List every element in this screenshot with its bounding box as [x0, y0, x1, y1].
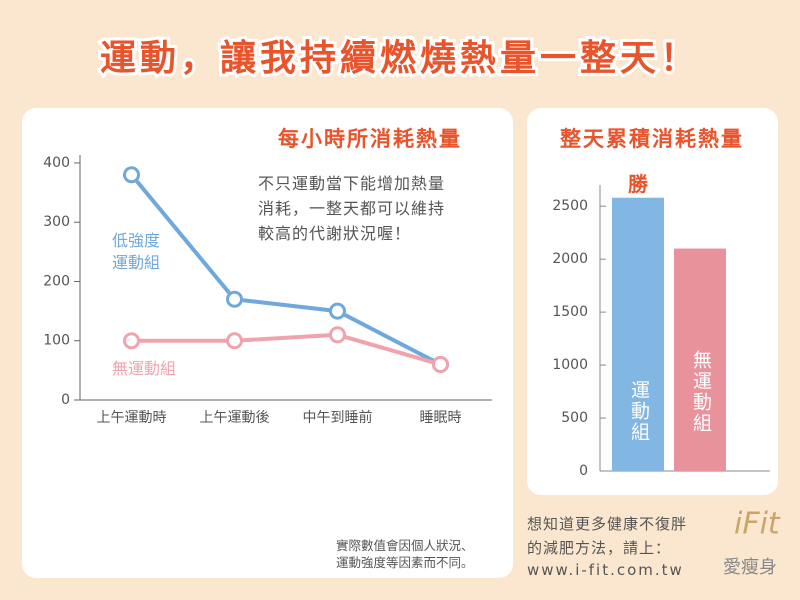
footer-text: 的減肥方法，請上：: [527, 539, 672, 557]
y-tick-label: 0: [61, 392, 70, 408]
point: [432, 355, 449, 373]
x-tick-label: 上午運動後: [200, 410, 270, 426]
annotation: 消耗，一整天都可以維持: [258, 199, 446, 218]
annotation: 不只運動當下能增加熱量: [258, 174, 446, 193]
logo-sub: 愛瘦身: [723, 557, 777, 578]
bar-label: 運動組: [628, 380, 650, 443]
annotation: 較高的代謝狀況喔！: [258, 224, 412, 243]
footnote: 實際數值會因個人狀況、: [336, 538, 474, 553]
y-tick-label: 1000: [552, 357, 588, 373]
point: [226, 290, 243, 308]
line: [131, 332, 442, 367]
bar-title: 整天累積消耗熱量: [560, 127, 744, 151]
x-tick-label: 中午到睡前: [303, 409, 373, 426]
line: [129, 173, 442, 367]
win-label: 勝: [628, 172, 649, 196]
point: [123, 166, 140, 184]
point: [226, 332, 243, 350]
series-label: 低強度運動組: [112, 231, 161, 272]
y-tick-label: 2500: [552, 198, 588, 214]
footer-text: 想知道更多健康不復胖: [527, 515, 688, 533]
left-panel: [22, 108, 513, 578]
y-tick-label: 200: [43, 273, 70, 289]
bar: [674, 248, 726, 471]
point: [329, 302, 346, 320]
series-label: 無運動組: [112, 359, 177, 378]
y-tick-label: 300: [43, 214, 70, 230]
y-tick-label: 1500: [552, 304, 588, 320]
footnote: 運動強度等因素而不同。: [336, 555, 474, 570]
point: [329, 326, 346, 344]
logo: iFit: [734, 507, 781, 542]
line-title: 每小時所消耗熱量: [278, 127, 462, 151]
y-tick-label: 500: [561, 410, 588, 426]
x-tick-label: 上午運動時: [97, 410, 167, 426]
y-tick-label: 2000: [552, 251, 588, 267]
x-tick-label: 睡眠時: [420, 410, 462, 426]
y-tick-label: 100: [43, 333, 70, 349]
point: [123, 332, 140, 350]
y-tick-label: 0: [579, 463, 588, 479]
footer-text: www.i-fit.com.tw: [527, 561, 684, 579]
main-title: 運動，讓我持續燃燒熱量一整天！: [100, 38, 700, 79]
y-tick-label: 400: [43, 155, 70, 171]
bar: [612, 197, 664, 471]
bar-label: 無運動組: [690, 350, 712, 434]
